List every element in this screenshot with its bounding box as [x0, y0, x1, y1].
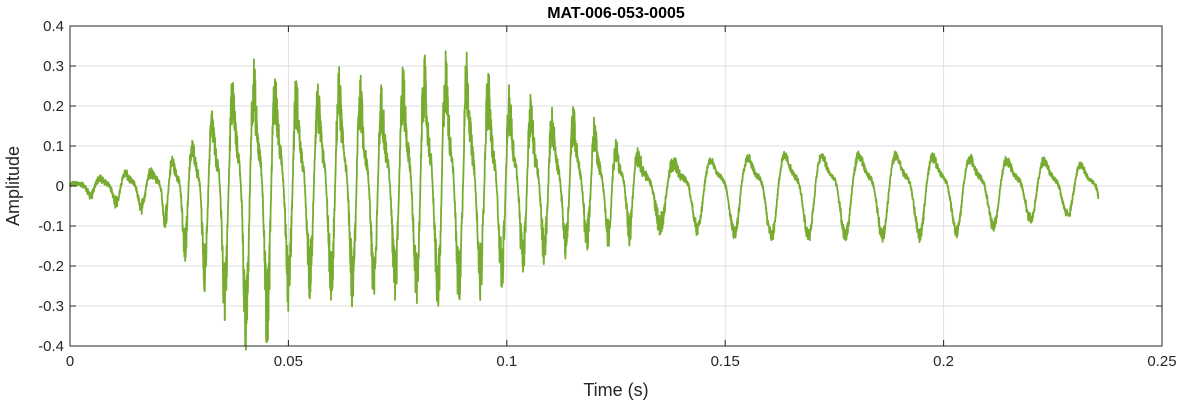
y-tick-label: -0.1	[38, 218, 64, 235]
x-tick-label: 0.2	[933, 353, 954, 370]
x-tick-label: 0.1	[496, 353, 517, 370]
chart-title: MAT-006-053-0005	[547, 5, 685, 22]
ticks	[69, 25, 1163, 347]
y-tick-label: -0.2	[38, 258, 64, 275]
x-tick-label: 0.15	[711, 353, 740, 370]
y-tick-label: -0.4	[38, 338, 64, 355]
x-axis-label: Time (s)	[583, 380, 648, 400]
y-tick-label: 0.4	[43, 18, 64, 35]
y-tick-label: 0.3	[43, 58, 64, 75]
x-tick-label: 0.25	[1147, 353, 1176, 370]
series-group	[69, 50, 1100, 351]
x-tick-label: 0	[66, 353, 74, 370]
waveform-line	[69, 50, 1100, 351]
y-tick-label: 0.2	[43, 98, 64, 115]
y-axis-label: Amplitude	[3, 146, 23, 226]
x-tick-label: 0.05	[274, 353, 303, 370]
y-tick-label: 0.1	[43, 138, 64, 155]
tick-labels: 0 0.05 0.1 0.15 0.2 0.25 -0.4 -0.3 -0.2 -0.1 0 0.1 0…	[38, 18, 1176, 370]
y-tick-label: -0.3	[38, 298, 64, 315]
y-tick-label: 0	[56, 178, 64, 195]
